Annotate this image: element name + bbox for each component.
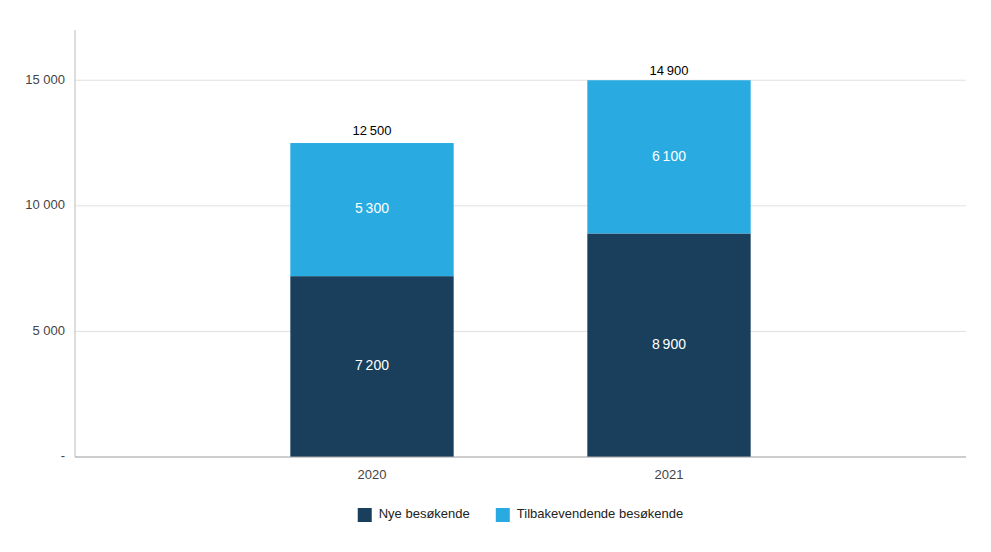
total-label: 14 900 bbox=[650, 63, 689, 78]
bars bbox=[290, 80, 750, 457]
grid-line bbox=[75, 457, 966, 458]
legend-item: Nye besøkende bbox=[358, 506, 470, 522]
y-axis-line bbox=[75, 30, 76, 457]
bar-segment bbox=[587, 80, 750, 233]
total-label: 12 500 bbox=[353, 123, 392, 138]
data-label: 7 200 bbox=[355, 357, 389, 373]
grid-line bbox=[75, 80, 966, 81]
bar-segment bbox=[587, 233, 750, 457]
bar-segment bbox=[290, 143, 453, 276]
y-tick-label: - bbox=[61, 448, 65, 463]
legend-swatch bbox=[358, 508, 372, 522]
legend-label: Nye besøkende bbox=[379, 506, 470, 521]
grid bbox=[75, 80, 966, 457]
y-tick-label: 10 000 bbox=[25, 197, 65, 212]
chart-container: - 5 000 10 000 15 000 7 200 8 900 5 300 6 100 12… bbox=[0, 0, 991, 552]
grid-line bbox=[75, 205, 966, 206]
y-tick-label: 5 000 bbox=[32, 323, 65, 338]
x-axis-line bbox=[75, 457, 966, 458]
data-label: 6 100 bbox=[652, 148, 686, 164]
data-label: 8 900 bbox=[652, 336, 686, 352]
chart: - 5 000 10 000 15 000 7 200 8 900 5 300 6 100 12… bbox=[0, 0, 991, 552]
data-labels: 7 200 8 900 5 300 6 100 12 500 14 900 bbox=[353, 63, 689, 374]
legend: Nye besøkende Tilbakevendende besøkende bbox=[358, 506, 684, 522]
bar-segment bbox=[290, 276, 453, 457]
legend-label: Tilbakevendende besøkende bbox=[517, 506, 683, 521]
data-label: 5 300 bbox=[355, 200, 389, 216]
legend-item: Tilbakevendende besøkende bbox=[496, 506, 683, 522]
grid-line bbox=[75, 331, 966, 332]
legend-swatch bbox=[496, 508, 510, 522]
x-tick-label: 2021 bbox=[655, 467, 684, 482]
x-tick-label: 2020 bbox=[358, 467, 387, 482]
y-tick-label: 15 000 bbox=[25, 72, 65, 87]
